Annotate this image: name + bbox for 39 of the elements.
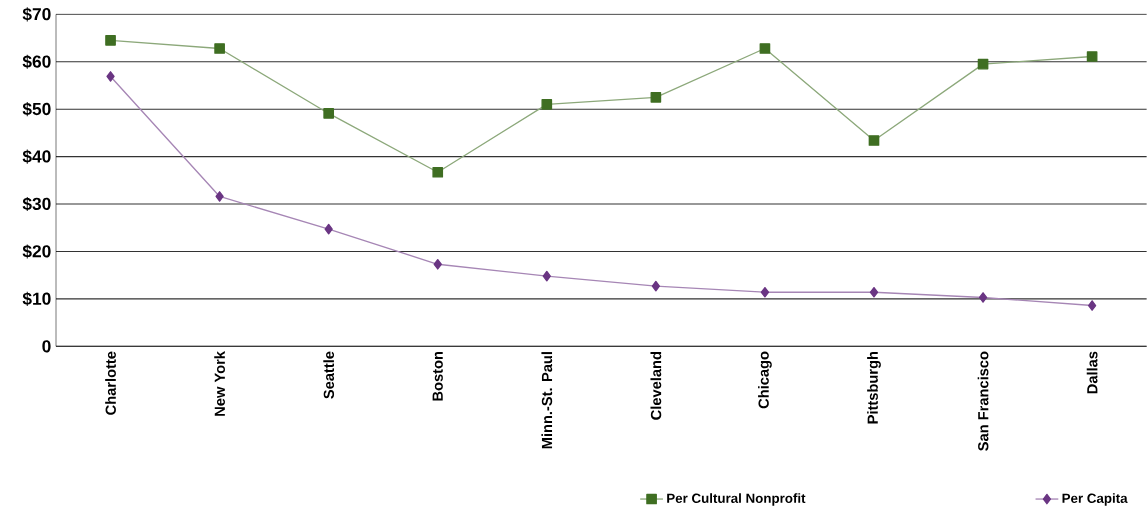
x-tick-label: Charlotte [105,351,116,415]
point [869,286,879,298]
x-tick-label: Seattle [323,351,335,399]
x-tick-label: Chicago [758,351,772,409]
point [105,35,116,46]
x-tick-label: Minn.-St. Paul [541,352,553,449]
point [759,43,771,54]
point [542,270,551,282]
x-tick-label: San Francisco [977,351,989,451]
x-tick-label: Boston [432,351,443,401]
point [214,43,225,54]
y-tick-label: $50 [22,102,51,117]
y-tick-label: $10 [22,291,51,306]
y-tick-label: $40 [22,149,51,164]
point [760,286,770,298]
point [541,99,553,110]
point [106,71,115,82]
point [433,258,442,270]
point [1087,300,1097,311]
x-tick-label: New York [214,351,225,416]
point [650,91,662,103]
point [432,166,444,178]
y-tick-label: $30 [22,196,51,212]
point [978,292,988,303]
y-tick-label: $60 [22,54,51,69]
y-tick-label: $20 [22,244,51,259]
point [651,280,661,292]
x-tick-label: Cleveland [650,352,662,420]
point [1086,51,1098,62]
legend-label: Per Capita [1062,493,1128,506]
y-tick-label: $70 [22,7,51,22]
y-tick-label: 0 [42,340,51,353]
point [323,108,335,119]
point [215,191,224,202]
legend-label: Per Cultural Nonprofit [667,493,806,506]
point [868,135,880,146]
point [324,223,333,235]
x-tick-label: Dallas [1086,351,1098,394]
x-tick-label: Pittsburgh [867,351,881,424]
